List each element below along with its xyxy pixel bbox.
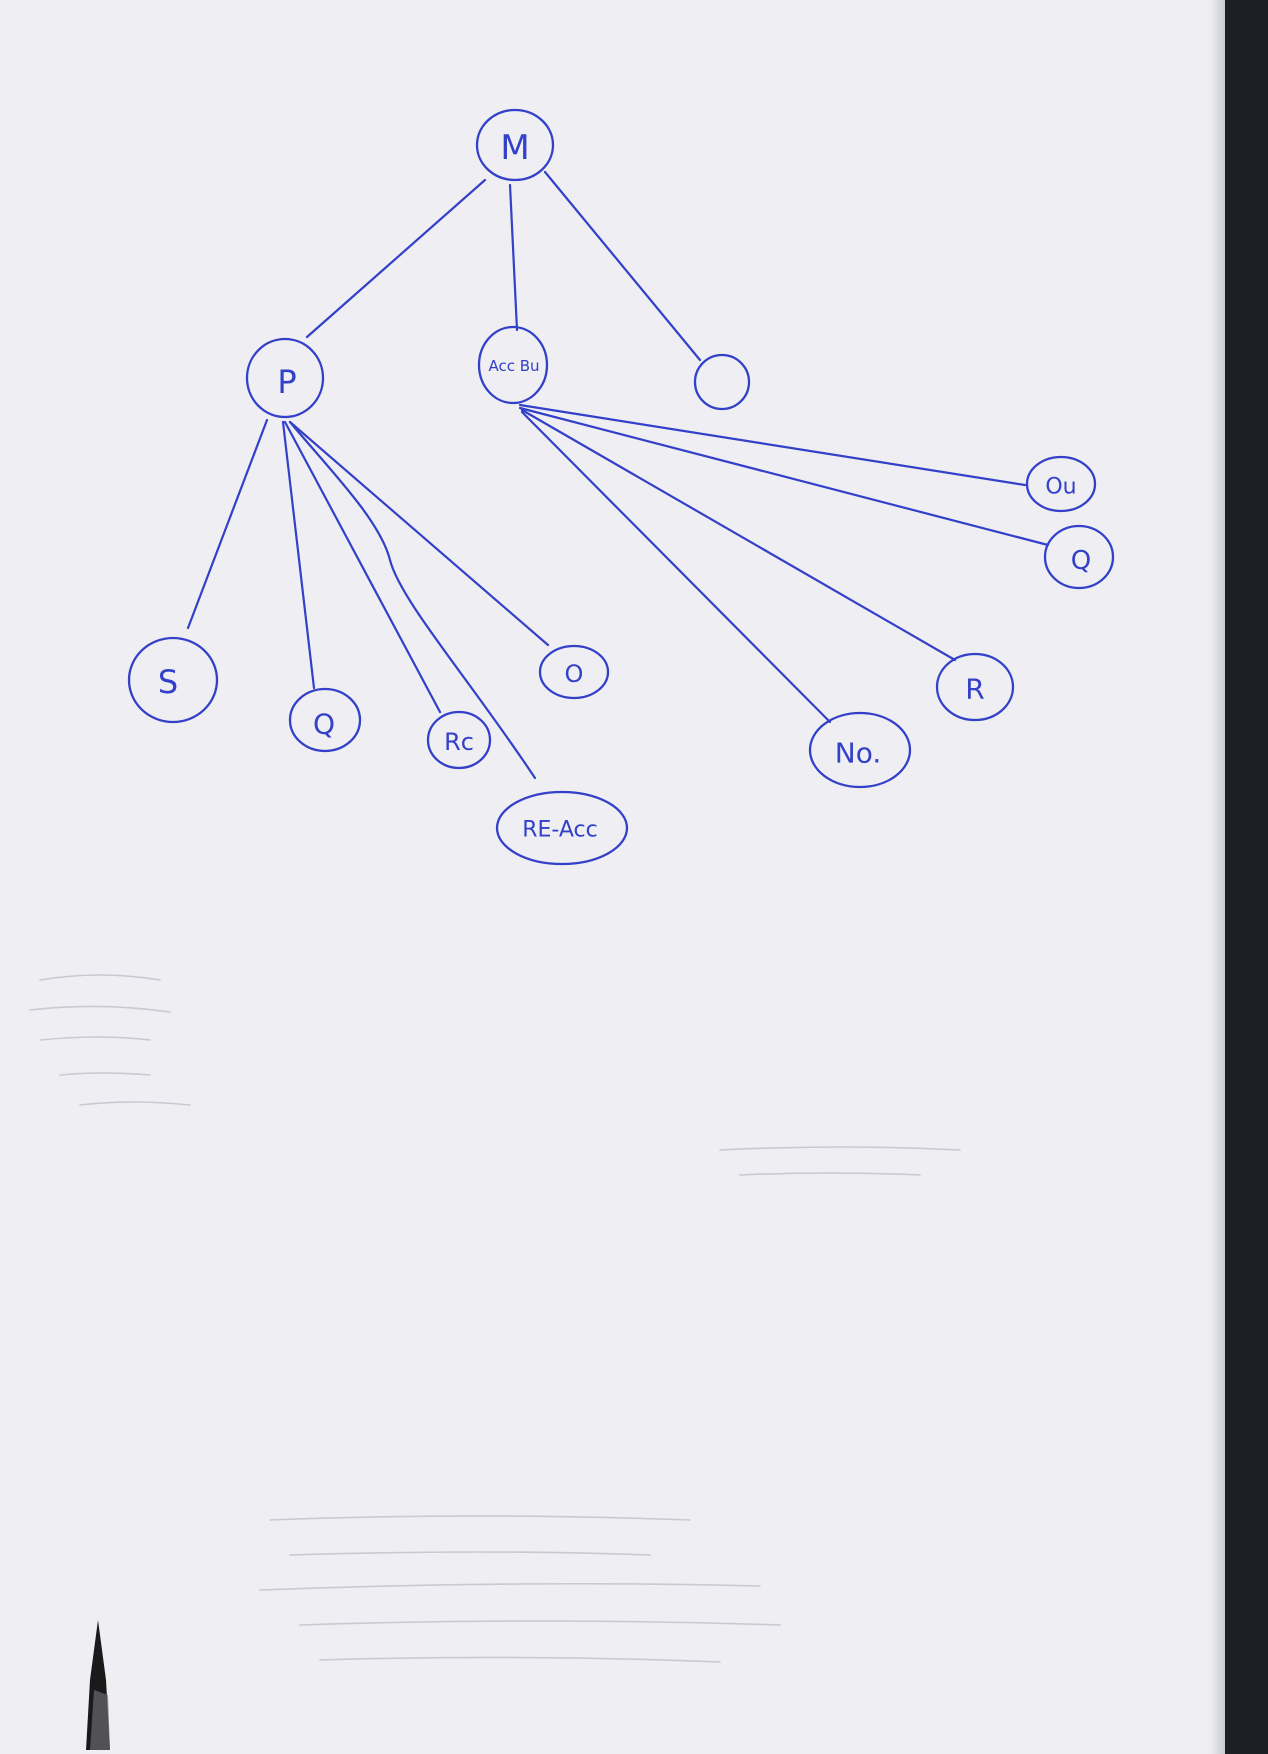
edge-p-reacc bbox=[288, 420, 537, 780]
node-no-label: No. bbox=[835, 737, 881, 770]
edge-accbu-r bbox=[520, 408, 957, 662]
edge-p-rc bbox=[283, 420, 442, 714]
node-empty-circle bbox=[693, 353, 751, 411]
node-reacc: RE-Acc bbox=[495, 790, 629, 866]
node-s: S bbox=[127, 636, 219, 724]
edges bbox=[186, 170, 1050, 780]
edge-root-p bbox=[305, 178, 487, 339]
node-rc-label: Rc bbox=[444, 728, 474, 756]
node-q1-label: Q bbox=[313, 708, 335, 741]
node-reacc-circle bbox=[495, 790, 629, 866]
node-q2-label: Q bbox=[1071, 546, 1091, 576]
node-empty bbox=[693, 353, 751, 411]
node-q2: Q bbox=[1043, 524, 1115, 590]
node-r-circle bbox=[935, 652, 1015, 722]
node-o: O bbox=[538, 644, 610, 700]
node-s-circle bbox=[127, 636, 219, 724]
edge-p-o bbox=[288, 420, 550, 647]
edge-root-empty bbox=[543, 170, 702, 362]
edge-accbu-no bbox=[520, 410, 832, 724]
node-accbu-label: Acc Bu bbox=[488, 357, 539, 375]
node-r: R bbox=[935, 652, 1015, 722]
edge-p-s bbox=[186, 418, 269, 630]
node-q2-circle bbox=[1043, 524, 1115, 590]
node-p: P bbox=[245, 337, 325, 419]
node-accbu: Acc Bu bbox=[477, 325, 549, 405]
node-no: No. bbox=[808, 711, 912, 789]
edge-root-accbu bbox=[508, 183, 519, 332]
node-p-circle bbox=[245, 337, 325, 419]
paper-edge-shadow bbox=[1210, 0, 1225, 1754]
tree-diagram: M P Acc Bu S Q Rc O RE-Acc Ou Q R bbox=[29, 108, 1115, 1663]
node-ou-circle bbox=[1025, 455, 1097, 513]
node-ou: Ou bbox=[1025, 455, 1097, 513]
node-no-circle bbox=[808, 711, 912, 789]
node-r-label: R bbox=[965, 673, 984, 706]
edge-accbu-q2 bbox=[518, 406, 1050, 547]
node-root-label: M bbox=[500, 128, 529, 168]
node-root-circle bbox=[475, 108, 555, 182]
bleed-through-marks bbox=[29, 974, 961, 1663]
paper-sheet bbox=[0, 0, 1225, 1754]
node-q1-circle bbox=[288, 687, 362, 753]
node-root: M bbox=[475, 108, 555, 182]
node-accbu-circle bbox=[477, 325, 549, 405]
node-q1: Q bbox=[288, 687, 362, 753]
node-reacc-label: RE-Acc bbox=[522, 818, 598, 843]
node-ou-label: Ou bbox=[1045, 475, 1076, 500]
node-o-circle bbox=[538, 644, 610, 700]
pencil-tip-icon bbox=[86, 1620, 110, 1750]
edge-p-q1 bbox=[281, 420, 316, 690]
edge-accbu-ou bbox=[518, 403, 1027, 487]
node-s-label: S bbox=[158, 663, 178, 701]
node-rc-circle bbox=[426, 710, 492, 770]
node-p-label: P bbox=[277, 363, 296, 401]
node-rc: Rc bbox=[426, 710, 492, 770]
node-o-label: O bbox=[565, 660, 584, 688]
